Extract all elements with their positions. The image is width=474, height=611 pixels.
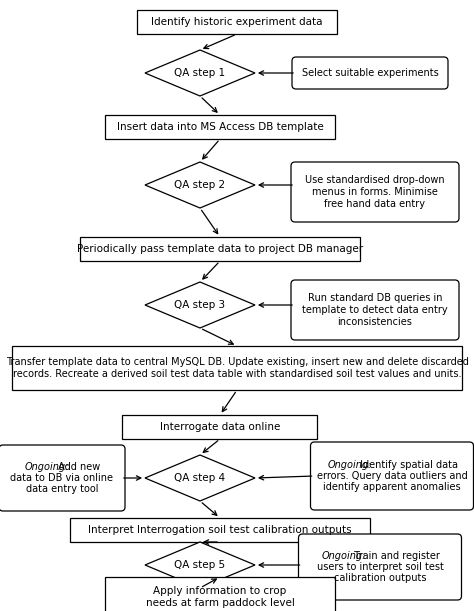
Text: Ongoing:: Ongoing: xyxy=(321,551,365,561)
Text: Use standardised drop-down
menus in forms. Minimise
free hand data entry: Use standardised drop-down menus in form… xyxy=(305,175,445,208)
Polygon shape xyxy=(145,455,255,501)
Text: Add new: Add new xyxy=(55,462,100,472)
Text: Interpret Interrogation soil test calibration outputs: Interpret Interrogation soil test calibr… xyxy=(88,525,352,535)
Text: QA step 5: QA step 5 xyxy=(174,560,226,570)
FancyBboxPatch shape xyxy=(299,534,462,600)
Polygon shape xyxy=(145,162,255,208)
Text: errors. Query data outliers and: errors. Query data outliers and xyxy=(317,471,467,481)
Text: users to interpret soil test: users to interpret soil test xyxy=(317,562,444,572)
Text: Periodically pass template data to project DB manager: Periodically pass template data to proje… xyxy=(77,244,363,254)
FancyBboxPatch shape xyxy=(12,346,462,390)
Polygon shape xyxy=(145,50,255,96)
Text: QA step 1: QA step 1 xyxy=(174,68,226,78)
FancyBboxPatch shape xyxy=(137,10,337,34)
FancyBboxPatch shape xyxy=(105,577,335,611)
FancyBboxPatch shape xyxy=(122,415,318,439)
Polygon shape xyxy=(145,542,255,588)
FancyBboxPatch shape xyxy=(291,162,459,222)
Text: Apply information to crop
needs at farm paddock level: Apply information to crop needs at farm … xyxy=(146,586,294,608)
Text: QA step 4: QA step 4 xyxy=(174,473,226,483)
FancyBboxPatch shape xyxy=(105,115,335,139)
Text: Run standard DB queries in
template to detect data entry
inconsistencies: Run standard DB queries in template to d… xyxy=(302,293,448,327)
FancyBboxPatch shape xyxy=(0,445,125,511)
Text: Select suitable experiments: Select suitable experiments xyxy=(301,68,438,78)
Text: Insert data into MS Access DB template: Insert data into MS Access DB template xyxy=(117,122,323,132)
Text: data entry tool: data entry tool xyxy=(26,484,98,494)
Text: Transfer template data to central MySQL DB. Update existing, insert new and dele: Transfer template data to central MySQL … xyxy=(6,357,468,379)
Text: Identify historic experiment data: Identify historic experiment data xyxy=(151,17,323,27)
Text: Identify spatial data: Identify spatial data xyxy=(357,460,458,470)
Text: Ongoing:: Ongoing: xyxy=(25,462,69,472)
FancyBboxPatch shape xyxy=(291,280,459,340)
Text: Train and register: Train and register xyxy=(351,551,440,561)
Text: QA step 3: QA step 3 xyxy=(174,300,226,310)
Polygon shape xyxy=(145,282,255,328)
Text: data to DB via online: data to DB via online xyxy=(10,473,113,483)
Text: identify apparent anomalies: identify apparent anomalies xyxy=(323,482,461,492)
Text: Interrogate data online: Interrogate data online xyxy=(160,422,280,432)
FancyBboxPatch shape xyxy=(292,57,448,89)
FancyBboxPatch shape xyxy=(310,442,474,510)
FancyBboxPatch shape xyxy=(70,518,370,542)
FancyBboxPatch shape xyxy=(80,237,360,261)
Text: QA step 2: QA step 2 xyxy=(174,180,226,190)
Text: calibration outputs: calibration outputs xyxy=(334,573,426,583)
Text: Ongoing:: Ongoing: xyxy=(328,460,372,470)
